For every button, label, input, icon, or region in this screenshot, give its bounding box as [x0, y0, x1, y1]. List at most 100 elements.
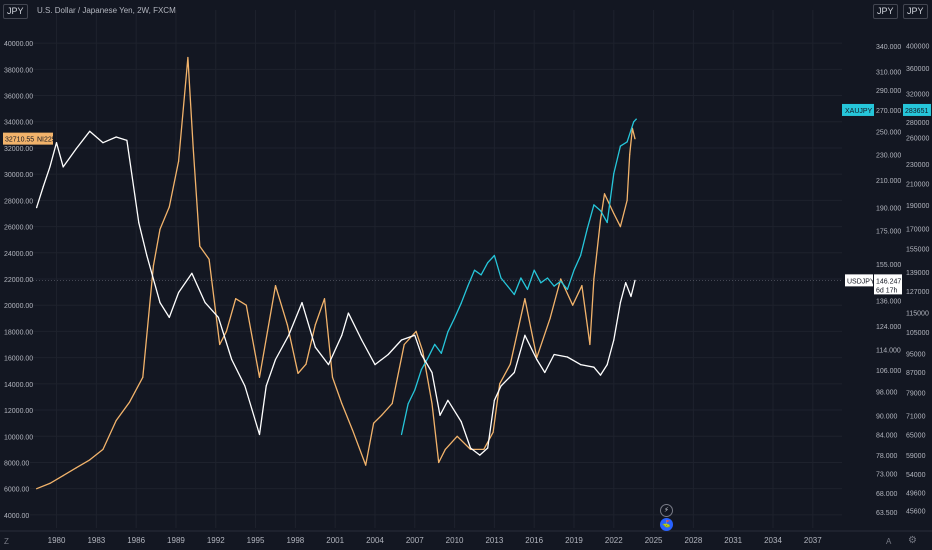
- point-usdjpy-56: [625, 282, 627, 284]
- x-tick-2004: 2004: [366, 536, 384, 545]
- point-ni225-44: [483, 448, 485, 450]
- point-ni225-40: [438, 461, 440, 464]
- point-usdjpy-2: [49, 166, 51, 168]
- point-usdjpy-54: [613, 339, 615, 341]
- left-axis: 40000.00 38000.00 36000.00 34000.00 32000.00…: [4, 41, 33, 520]
- point-usdjpy-53: [606, 364, 608, 366]
- point-xaujpy-14: [493, 254, 495, 257]
- flag-icon[interactable]: ⛳: [660, 518, 673, 531]
- right2-tick-49600: 49600: [906, 490, 926, 497]
- point-xaujpy-33: [619, 145, 622, 147]
- point-usdjpy-39: [469, 447, 472, 449]
- point-xaujpy-31: [606, 221, 608, 224]
- point-ni225-4: [89, 459, 91, 461]
- point-xaujpy-8: [454, 317, 456, 319]
- point-xaujpy-2: [414, 389, 416, 391]
- right2-tick-45600: 45600: [906, 508, 926, 515]
- point-xaujpy-20: [533, 269, 535, 271]
- right1-tick-175.000: 175.000: [876, 228, 901, 235]
- point-xaujpy-26: [573, 269, 575, 271]
- point-xaujpy-28: [586, 228, 588, 230]
- zoom-reset-z[interactable]: Z: [4, 537, 9, 546]
- point-xaujpy-16: [507, 285, 509, 287]
- left-scale-currency-tag[interactable]: JPY: [3, 4, 28, 19]
- point-ni225-58: [613, 212, 615, 215]
- point-usdjpy-17: [217, 316, 219, 318]
- settings-gear-icon[interactable]: ⚙: [908, 535, 917, 546]
- point-usdjpy-46: [536, 358, 538, 361]
- left-tick-14000.00: 14000.00: [4, 382, 33, 389]
- right-scale-currency-tag-2[interactable]: JPY: [903, 4, 928, 19]
- usd-value-label: 146.247: [876, 278, 901, 285]
- right1-tick-270.000: 270.000: [876, 108, 901, 115]
- right2-tick-127000: 127000: [906, 289, 929, 296]
- point-ni225-21: [258, 376, 261, 378]
- flash-icon[interactable]: ⚡: [660, 504, 673, 517]
- point-ni225-27: [314, 324, 316, 326]
- point-usdjpy-47: [544, 371, 546, 374]
- point-ni225-10: [159, 228, 161, 230]
- point-usdjpy-52: [599, 374, 602, 376]
- point-usdjpy-30: [374, 364, 376, 366]
- right2-tick-155000: 155000: [906, 246, 929, 253]
- symbol-legend[interactable]: U.S. Dollar / Japanese Yen, 2W, FXCM: [37, 6, 176, 15]
- auto-scale-a[interactable]: A: [886, 537, 892, 546]
- point-usdjpy-44: [513, 371, 515, 374]
- point-xaujpy-13: [487, 262, 489, 264]
- point-xaujpy-17: [513, 293, 515, 296]
- right2-tick-400000: 400000: [906, 43, 929, 50]
- right1-tick-340.000: 340.000: [876, 44, 901, 51]
- point-usdjpy-9: [126, 139, 128, 141]
- xau-value-label: 283651: [905, 108, 928, 115]
- right2-tick-230000: 230000: [906, 162, 929, 169]
- x-tick-2001: 2001: [326, 536, 344, 545]
- point-ni225-52: [572, 304, 574, 306]
- point-usdjpy-19: [244, 385, 246, 387]
- x-tick-2031: 2031: [724, 536, 742, 545]
- point-usdjpy-15: [191, 272, 193, 274]
- ni225-name-label: NI225: [37, 137, 56, 144]
- point-xaujpy-25: [566, 288, 569, 290]
- right2-tick-87000: 87000: [906, 370, 926, 377]
- point-ni225-53: [581, 285, 583, 287]
- point-xaujpy-30: [599, 210, 602, 212]
- point-ni225-56: [599, 219, 602, 221]
- point-usdjpy-40: [479, 454, 481, 456]
- point-ni225-28: [323, 298, 326, 300]
- point-ni225-3: [75, 467, 77, 469]
- point-usdjpy-51: [593, 366, 595, 368]
- right1-tick-114.000: 114.000: [876, 348, 901, 355]
- right2-tick-59000: 59000: [906, 453, 926, 460]
- right2-tick-190000: 190000: [906, 203, 929, 210]
- x-tick-2025: 2025: [645, 536, 663, 545]
- x-tick-2037: 2037: [804, 536, 822, 545]
- point-ni225-5: [102, 448, 104, 450]
- x-tick-2034: 2034: [764, 536, 782, 545]
- point-ni225-9: [152, 265, 154, 267]
- point-usdjpy-35: [431, 371, 433, 374]
- point-usdjpy-29: [361, 339, 363, 341]
- point-usdjpy-32: [400, 339, 403, 341]
- right1-tick-250.000: 250.000: [876, 129, 901, 136]
- left-tick-32000.00: 32000.00: [4, 146, 33, 153]
- point-usdjpy-11: [146, 254, 148, 256]
- point-xaujpy-24: [560, 280, 562, 282]
- left-tick-40000.00: 40000.00: [4, 41, 33, 48]
- right2-tick-320000: 320000: [906, 91, 929, 98]
- left-tick-28000.00: 28000.00: [4, 198, 33, 205]
- point-ni225-6: [115, 419, 117, 422]
- point-ni225-51: [560, 278, 562, 280]
- point-ni225-63: [634, 138, 636, 140]
- right-scale-currency-tag-1[interactable]: JPY: [873, 4, 898, 19]
- x-tick-2016: 2016: [525, 536, 543, 545]
- point-usdjpy-25: [314, 346, 316, 348]
- point-usdjpy-57: [630, 295, 632, 298]
- point-xaujpy-27: [580, 254, 582, 257]
- usd-value-badge: [874, 274, 902, 295]
- right2-tick-170000: 170000: [906, 227, 929, 234]
- point-usdjpy-7: [102, 142, 104, 144]
- point-ni225-59: [619, 226, 622, 228]
- left-tick-12000.00: 12000.00: [4, 408, 33, 415]
- right1-tick-106.000: 106.000: [876, 368, 901, 375]
